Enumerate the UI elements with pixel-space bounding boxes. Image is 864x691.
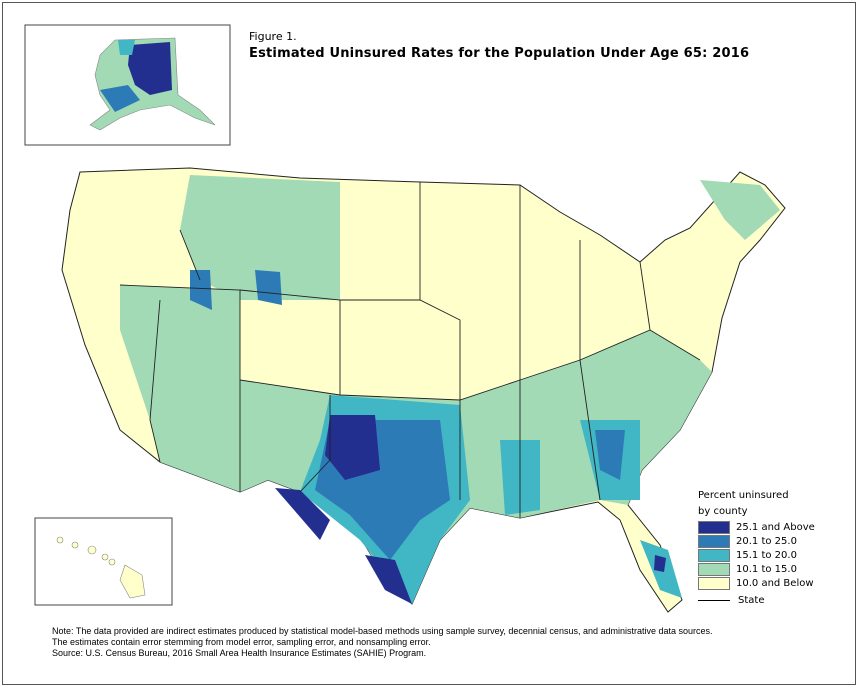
figure-title: Estimated Uninsured Rates for the Popula… — [249, 46, 750, 61]
legend-swatch — [698, 562, 730, 576]
legend-state-item: State — [698, 593, 815, 607]
legend-label: 15.1 to 20.0 — [736, 549, 797, 561]
legend-label: State — [738, 594, 765, 606]
legend-item: 20.1 to 25.0 — [698, 534, 815, 548]
hawaii-shape — [56, 536, 146, 599]
state-boundaries — [119, 182, 701, 518]
legend-title-line2: by county — [698, 506, 748, 517]
legend-item: 15.1 to 20.0 — [698, 548, 815, 562]
legend-title-line1: Percent uninsured — [698, 490, 789, 501]
legend-label: 20.1 to 25.0 — [736, 535, 797, 547]
legend-item: 10.0 and Below — [698, 576, 815, 590]
legend-label: 10.1 to 15.0 — [736, 563, 797, 575]
contiguous-us — [61, 167, 786, 613]
notes: Note: The data provided are indirect est… — [52, 626, 713, 659]
figure-label: Figure 1. — [249, 30, 297, 43]
legend-label: 10.0 and Below — [736, 577, 814, 589]
legend-item: 10.1 to 15.0 — [698, 562, 815, 576]
figure-frame — [2, 2, 856, 685]
source-line: Source: U.S. Census Bureau, 2016 Small A… — [52, 648, 427, 658]
note-line: Note: The data provided are indirect est… — [52, 626, 713, 636]
alaska-shape — [89, 37, 216, 131]
legend: Percent uninsured by county 25.1 and Abo… — [698, 488, 815, 607]
note-line: The estimates contain error stemming fro… — [52, 637, 431, 647]
legend-swatch — [698, 534, 730, 548]
legend-swatch — [698, 576, 730, 590]
legend-item: 25.1 and Above — [698, 520, 815, 534]
hawaii-inset — [34, 517, 173, 606]
legend-swatch — [698, 520, 730, 534]
state-line-symbol — [698, 599, 730, 601]
legend-swatch — [698, 548, 730, 562]
legend-label: 25.1 and Above — [736, 521, 815, 533]
